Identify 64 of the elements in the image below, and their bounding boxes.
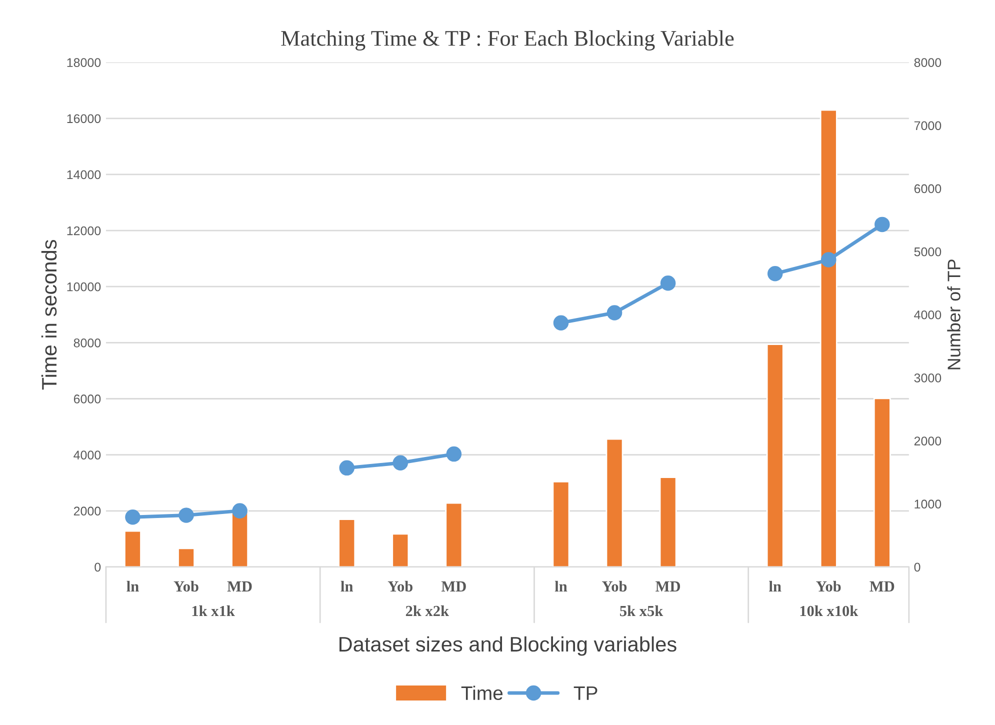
x-tick-label: Yob [816, 580, 841, 592]
point [553, 315, 569, 330]
y-axis-title: Time in seconds [41, 240, 57, 390]
x-tick-label: ln [126, 580, 139, 592]
y-tick-label: 4000 [74, 450, 101, 460]
y-tick-label: 14000 [67, 170, 101, 180]
x-tick-label: MD [870, 581, 894, 592]
y-tick-label: 6000 [74, 394, 101, 404]
x-tick-label: ln [769, 580, 782, 592]
bar [338, 518, 356, 567]
text: 1k x1k [192, 605, 235, 616]
bar [178, 548, 195, 567]
bar [392, 533, 410, 567]
bar [445, 502, 463, 567]
x-tick-label: ln [554, 580, 568, 592]
x-tick-label: Yob [174, 580, 198, 592]
bar [552, 481, 570, 567]
y2-tick-label: 0 [914, 562, 920, 572]
y2-tick-label: 2000 [914, 436, 942, 446]
x-tick-label: ln [340, 580, 353, 592]
point [125, 509, 140, 525]
bar [124, 530, 142, 567]
y-tick-label: 12000 [67, 226, 101, 236]
point [820, 252, 836, 268]
x-tick-label: Yob [602, 580, 627, 592]
x-tick-label: MD [441, 581, 466, 592]
bar [820, 109, 838, 567]
y2-tick-label: 6000 [914, 184, 942, 194]
bar [873, 398, 891, 567]
y2-tick-label: 1000 [914, 500, 942, 509]
y2-tick-label: 5000 [914, 247, 942, 256]
x-tick-label: MD [227, 581, 252, 592]
point [660, 275, 676, 291]
point [446, 446, 462, 462]
point [339, 460, 354, 476]
text: 5k x5k [620, 605, 664, 616]
y-tick-label: 0 [94, 562, 101, 572]
legend-label: TP [574, 686, 598, 700]
x-axis-title: Dataset sizes and Blocking variables [340, 636, 676, 656]
point [178, 508, 194, 523]
point [606, 305, 622, 320]
x-tick-label: Yob [388, 580, 413, 592]
bar [766, 344, 784, 567]
y2-tick-label: 4000 [914, 310, 942, 320]
point [874, 216, 890, 232]
y-tick-label: 16000 [67, 114, 101, 124]
x-tick-label: MD [656, 581, 680, 592]
point [767, 266, 783, 282]
y-tick-label: 8000 [74, 338, 101, 348]
bar [606, 438, 624, 567]
text: 2k x2k [406, 605, 449, 616]
y2-tick-label: 7000 [914, 121, 942, 130]
point [392, 455, 408, 471]
y2-axis-title: Number of TP [947, 260, 960, 370]
y-tick-label: 18000 [67, 58, 101, 67]
y-tick-label: 2000 [74, 506, 101, 516]
chart-title: Matching Time & TP : For Each Blocking Variable [281, 30, 734, 50]
y2-tick-label: 8000 [914, 58, 942, 67]
y-tick-label: 10000 [67, 282, 101, 292]
point [232, 503, 248, 518]
text: 10k x10k [800, 605, 858, 616]
legend-label: Time [461, 686, 503, 700]
bar [659, 476, 677, 567]
y2-tick-label: 3000 [914, 374, 942, 382]
